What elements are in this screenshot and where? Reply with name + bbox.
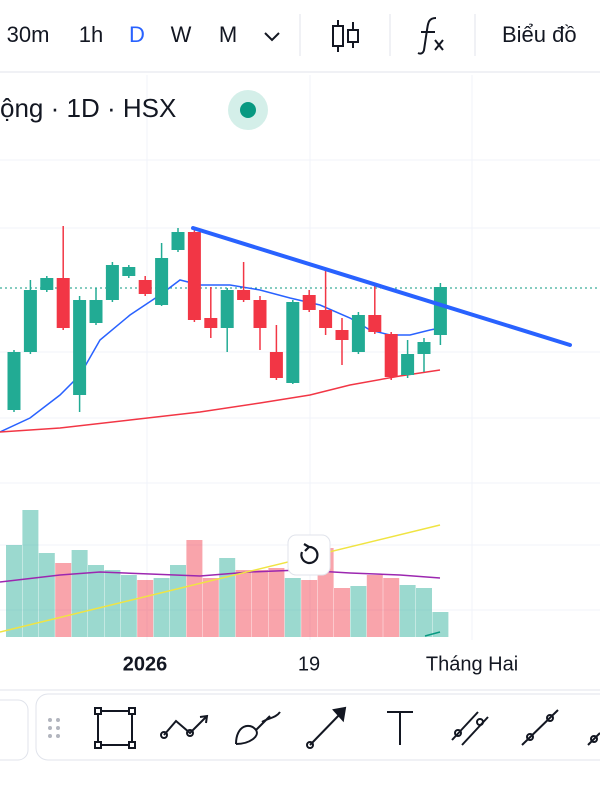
candle-body	[56, 278, 70, 328]
symbol-legend: ộng · 1D · HSX	[0, 93, 176, 123]
interval[interactable]: 30m	[7, 22, 50, 47]
volume-bar	[186, 540, 203, 637]
candle-body	[302, 295, 316, 310]
reset-button[interactable]	[287, 534, 331, 576]
volume-bar	[432, 612, 449, 637]
volume-bar	[416, 588, 432, 637]
volume-bar	[137, 580, 154, 637]
candle-body	[417, 342, 431, 354]
interval[interactable]: 1h	[79, 22, 103, 47]
ma-long	[0, 369, 441, 433]
volume-bar	[350, 586, 367, 637]
candle-body	[187, 232, 201, 320]
volume-bar	[55, 563, 72, 637]
volume-bar	[202, 578, 219, 637]
volume-ma-long	[0, 524, 441, 633]
candle-body	[401, 354, 415, 375]
text-tool[interactable]	[387, 711, 413, 745]
candle-body	[155, 258, 169, 305]
volume-bar	[38, 553, 55, 637]
volume-bar	[383, 578, 400, 637]
volume-ma	[0, 569, 441, 583]
candle-body	[204, 318, 218, 328]
drawing-toolbar	[35, 693, 600, 761]
volume-bar	[366, 575, 383, 637]
candle-body	[351, 315, 365, 352]
candle-body	[335, 330, 349, 340]
volume-bar	[334, 588, 350, 637]
trend-line[interactable]	[191, 226, 572, 347]
arrow-tool[interactable]	[306, 706, 347, 749]
candle-body	[105, 265, 119, 300]
candles	[7, 226, 447, 412]
chart-menu[interactable]: Biểu đồ	[502, 22, 577, 47]
volume-bar	[153, 578, 170, 637]
volume-bar	[219, 558, 236, 637]
volume-bar	[399, 585, 416, 637]
interval[interactable]: W	[171, 22, 192, 47]
candle-body	[269, 352, 283, 378]
volume-bar	[252, 570, 268, 637]
volume-bar	[301, 580, 318, 637]
candle-body	[73, 300, 87, 395]
interval[interactable]: M	[219, 22, 237, 47]
volume-bar	[104, 570, 121, 637]
chevron[interactable]	[264, 32, 280, 42]
toolbar-edge	[0, 699, 29, 761]
candle-body	[220, 290, 234, 328]
candle-body	[122, 267, 136, 276]
volume-bar	[284, 578, 301, 637]
candle-body	[171, 232, 185, 250]
volume-bar	[71, 550, 88, 637]
volume-bar	[120, 575, 137, 637]
reset-icon	[300, 543, 319, 565]
candle-body	[237, 290, 251, 300]
volume-bar	[170, 565, 186, 637]
candle-body	[433, 287, 447, 335]
grid	[0, 75, 600, 640]
drag-handle[interactable]	[48, 718, 60, 738]
candle-body	[89, 300, 103, 323]
path-tool[interactable]	[160, 714, 209, 739]
x-axis-label: 2026	[123, 653, 168, 675]
volume-bar	[268, 568, 285, 637]
interval-active[interactable]: D	[129, 22, 145, 47]
more-tool[interactable]	[587, 732, 600, 746]
status-dot	[240, 102, 256, 118]
candle-body	[368, 315, 382, 332]
candle-icon[interactable]	[332, 20, 359, 52]
volume-bar	[88, 565, 104, 637]
x-axis-label: Tháng Hai	[426, 653, 518, 675]
rect-tool[interactable]	[94, 707, 136, 749]
volumes	[6, 510, 449, 637]
candle-body	[40, 278, 54, 290]
candle-body	[384, 334, 398, 377]
candle-body	[253, 300, 267, 328]
candle-body	[319, 310, 333, 328]
indicator-icon[interactable]	[417, 17, 444, 55]
channel-tool[interactable]	[451, 711, 489, 746]
candle-body	[23, 290, 37, 352]
volume-bar	[6, 545, 22, 637]
candle-body	[7, 352, 21, 410]
volume-bar	[22, 510, 39, 637]
candle-body	[286, 302, 300, 383]
x-axis-label: 19	[298, 653, 320, 675]
trend-tool[interactable]	[521, 709, 559, 746]
brush-tool[interactable]	[235, 711, 281, 745]
indicator-line	[424, 631, 441, 637]
volume-bar	[235, 570, 252, 637]
candle-body	[138, 280, 152, 294]
